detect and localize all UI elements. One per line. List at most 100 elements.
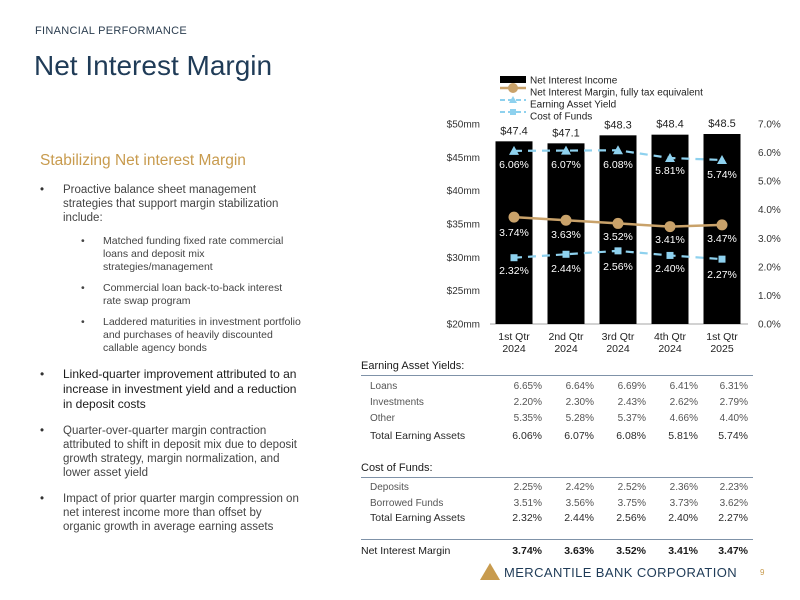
legend-label: Cost of Funds [530, 112, 592, 123]
yield-marker [665, 153, 675, 162]
y-left-tick-label: $35mm [447, 220, 480, 231]
summary-subhead: Stabilizing Net interest Margin [40, 152, 246, 169]
row-value: 3.51% [513, 498, 542, 509]
legend-marker-nim [508, 83, 518, 93]
series-data-label: 3.63% [551, 229, 581, 241]
bullet-strategies: Proactive balance sheet management strat… [40, 183, 302, 355]
yield-marker [717, 155, 727, 164]
sub-bullets: Matched funding fixed rate commercial lo… [63, 235, 302, 355]
page-title: Net Interest Margin [34, 50, 273, 81]
cost-marker [510, 254, 518, 262]
income-bar [495, 141, 533, 324]
row-value: 6.31% [719, 381, 748, 392]
table-rule [361, 539, 753, 540]
x-tick-label-year: 2024 [658, 343, 682, 355]
row-value: 6.41% [669, 381, 698, 392]
series-data-label: 2.40% [655, 263, 685, 275]
table-rule [361, 375, 753, 376]
sub-bullet: Laddered maturities in investment portfo… [63, 316, 302, 355]
row-value: 3.41% [668, 545, 698, 557]
row-label: Investments [370, 397, 424, 408]
series-data-label: 3.52% [603, 231, 633, 243]
row-value: 2.36% [669, 482, 698, 493]
nim-marker [612, 217, 624, 229]
row-value: 6.64% [565, 381, 594, 392]
bullet-quarter-over-quarter: Quarter-over-quarter margin contraction … [40, 424, 302, 480]
row-value: 2.20% [513, 397, 542, 408]
row-value: 2.44% [564, 512, 594, 524]
x-tick-label: 3rd Qtr [602, 331, 635, 343]
y-right-tick-label: 6.0% [758, 148, 781, 159]
row-value: 5.28% [565, 413, 594, 424]
series-data-label: 2.44% [551, 263, 581, 275]
row-value: 6.08% [616, 430, 646, 442]
row-value: 6.65% [513, 381, 542, 392]
y-left-tick-label: $45mm [447, 153, 480, 164]
legend-label: Earning Asset Yield [530, 100, 616, 111]
row-value: 6.07% [564, 430, 594, 442]
income-bar [599, 135, 637, 324]
cost-marker [666, 251, 674, 259]
series-data-label: 3.47% [707, 233, 737, 245]
company-name: MERCANTILE BANK CORPORATION [504, 565, 738, 580]
income-bar-label: $47.1 [552, 127, 580, 139]
sub-bullet: Commercial loan back-to-back interest ra… [63, 282, 302, 308]
y-right-tick-label: 4.0% [758, 205, 781, 216]
row-value: 2.40% [668, 512, 698, 524]
row-value: 2.56% [616, 512, 646, 524]
row-value: 3.73% [669, 498, 698, 509]
row-value: 5.35% [513, 413, 542, 424]
summary-bullets: Proactive balance sheet management strat… [40, 183, 302, 546]
row-value: 2.30% [565, 397, 594, 408]
earning-row: Investments 2.20% 2.30% 2.43% 2.62% 2.79% [370, 397, 750, 411]
earning-total-row: Total Earning Assets 6.06% 6.07% 6.08% 5.81%… [370, 430, 750, 444]
funds-heading: Cost of Funds: [361, 462, 433, 474]
income-bar-label: $48.4 [656, 119, 684, 131]
x-tick-label: 2nd Qtr [548, 331, 584, 343]
income-bar [547, 143, 585, 324]
y-right-tick-label: 1.0% [758, 291, 781, 302]
row-value: 3.63% [564, 545, 594, 557]
yield-marker [561, 145, 571, 155]
row-value: 3.62% [719, 498, 748, 509]
series-data-label: 2.56% [603, 261, 633, 273]
x-tick-label-year: 2024 [502, 343, 526, 355]
row-value: 2.27% [718, 512, 748, 524]
row-label: Deposits [370, 482, 409, 493]
row-label: Other [370, 413, 396, 424]
row-value: 2.25% [513, 482, 542, 493]
row-value: 2.62% [669, 397, 698, 408]
row-value: 3.56% [565, 498, 594, 509]
series-data-label: 6.08% [603, 159, 633, 171]
cost-marker [718, 255, 726, 263]
section-label: FINANCIAL PERFORMANCE [35, 25, 187, 37]
funds-total-row: Total Earning Assets 2.32% 2.44% 2.56% 2.40%… [370, 512, 750, 526]
row-value: 4.66% [669, 413, 698, 424]
earning-row: Other 5.35% 5.28% 5.37% 4.66% 4.40% [370, 413, 750, 427]
nim-marker [716, 219, 728, 231]
legend-marker-yield [509, 96, 517, 103]
row-label: Total Earning Assets [370, 430, 466, 442]
y-right-tick-label: 0.0% [758, 320, 781, 331]
series-data-label: 2.32% [499, 265, 529, 277]
row-value: 3.74% [512, 545, 542, 557]
row-value: 5.81% [668, 430, 698, 442]
funds-row: Borrowed Funds 3.51% 3.56% 3.75% 3.73% 3.62% [370, 498, 750, 512]
row-value: 2.52% [617, 482, 646, 493]
earning-heading: Earning Asset Yields: [361, 360, 465, 372]
bullet-text: Proactive balance sheet management strat… [63, 184, 279, 224]
y-left-tick-label: $40mm [447, 186, 480, 197]
income-bar-label: $47.4 [500, 125, 528, 137]
series-data-label: 3.74% [499, 227, 529, 239]
row-value: 2.43% [617, 397, 646, 408]
row-value: 3.47% [718, 545, 748, 557]
row-value: 2.23% [719, 482, 748, 493]
table-rule [361, 477, 753, 478]
row-value: 2.79% [719, 397, 748, 408]
row-value: 3.75% [617, 498, 646, 509]
y-right-tick-label: 5.0% [758, 177, 781, 188]
legend-label: Net Interest Margin, fully tax equivalen… [530, 88, 703, 99]
row-value: 2.42% [565, 482, 594, 493]
x-tick-label-year: 2024 [606, 343, 630, 355]
nim-row: Net Interest Margin 3.74% 3.63% 3.52% 3.41% 3… [361, 545, 753, 559]
